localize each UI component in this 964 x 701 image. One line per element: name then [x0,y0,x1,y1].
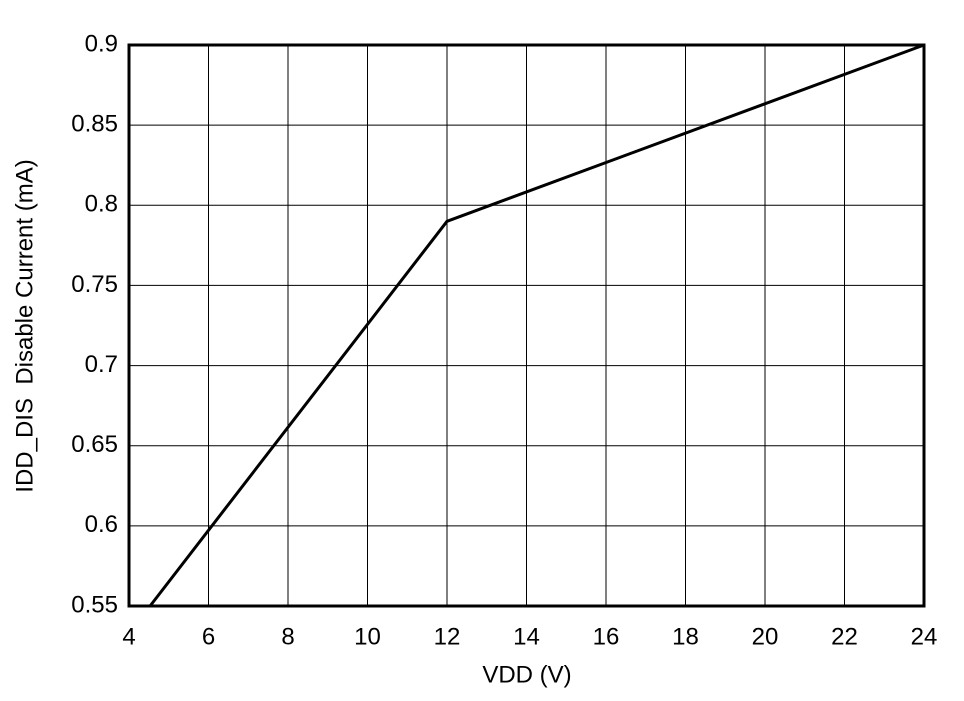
y-tick-label: 0.75 [71,271,118,298]
x-tick-label: 20 [752,623,779,650]
y-tick-label: 0.9 [85,30,118,57]
y-axis-label: IDD_DIS Disable Current (mA) [11,159,38,492]
y-tick-label: 0.85 [71,110,118,137]
data-line [148,43,925,607]
y-tick-label: 0.65 [71,431,118,458]
x-tick-label: 14 [513,623,540,650]
y-tick-label: 0.8 [85,191,118,218]
x-tick-label: 10 [354,623,381,650]
x-tick-label: 24 [911,623,938,650]
x-tick-label: 6 [202,623,215,650]
y-tick-label: 0.6 [85,511,118,538]
plot-frame [127,43,926,608]
x-tick-label: 12 [434,623,461,650]
x-tick-label: 22 [831,623,858,650]
x-axis-label: VDD (V) [482,661,571,688]
y-tick-label: 0.55 [71,591,118,618]
x-tick-label: 8 [281,623,294,650]
y-tick-label: 0.7 [85,351,118,378]
x-tick-label: 16 [593,623,620,650]
x-tick-label: 4 [122,623,135,650]
x-tick-label: 18 [672,623,699,650]
